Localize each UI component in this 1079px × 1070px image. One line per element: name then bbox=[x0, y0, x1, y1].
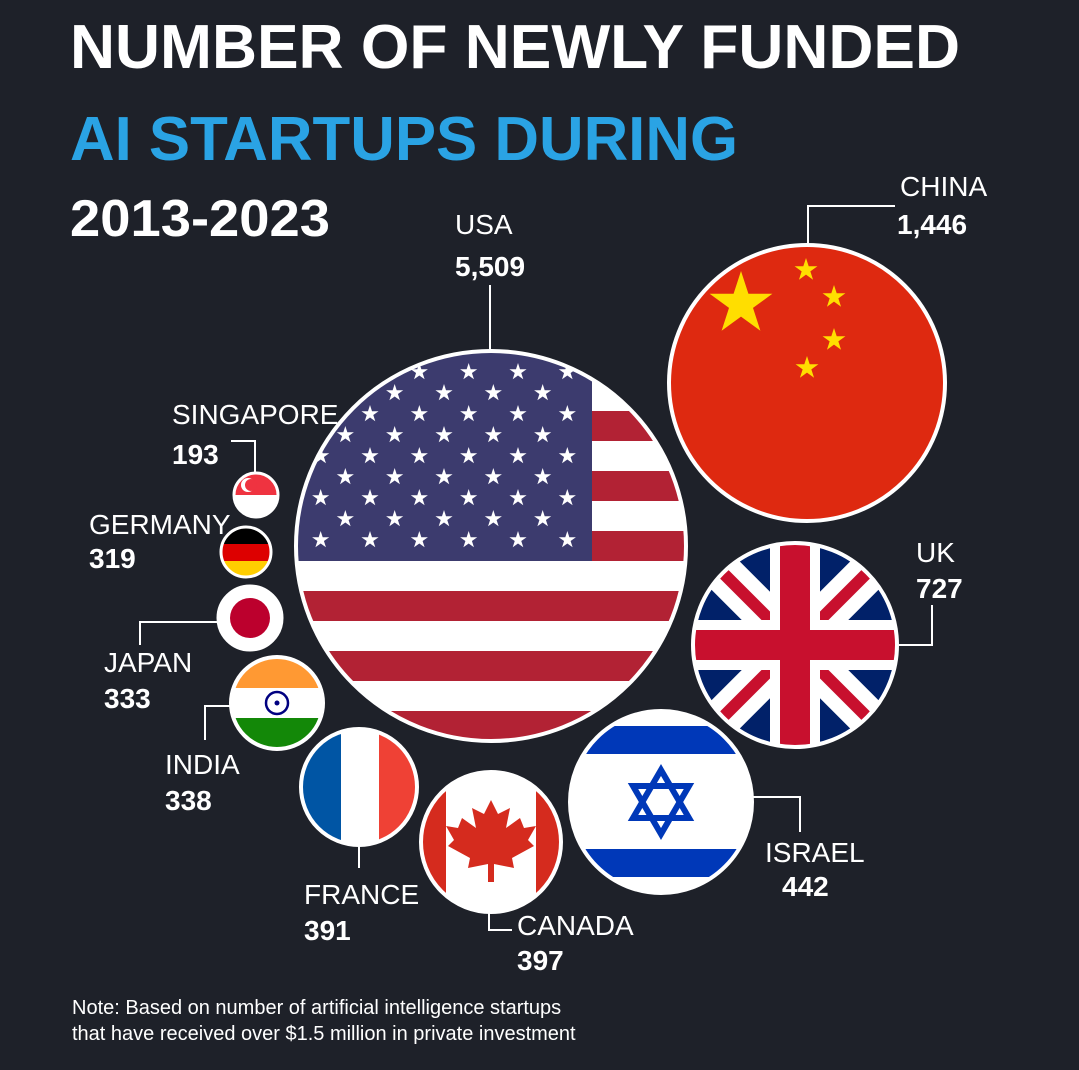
label-name-france: FRANCE bbox=[304, 879, 419, 910]
title-line-2: AI STARTUPS DURING bbox=[70, 105, 738, 174]
label-name-uk: UK bbox=[916, 537, 955, 568]
france-flag bbox=[299, 727, 419, 847]
israel-flag bbox=[568, 709, 754, 895]
note-line-1: Note: Based on number of artificial inte… bbox=[72, 997, 561, 1019]
japan-flag bbox=[216, 584, 284, 652]
israel-leader-line bbox=[752, 796, 801, 832]
label-name-india: INDIA bbox=[165, 749, 240, 780]
canada-flag bbox=[419, 770, 563, 914]
singapore-leader-line bbox=[231, 440, 256, 473]
india-leader-line bbox=[204, 705, 231, 740]
label-value-israel: 442 bbox=[782, 871, 829, 902]
label-value-uk: 727 bbox=[916, 573, 963, 604]
title-line-3: 2013-2023 bbox=[70, 190, 330, 248]
label-name-canada: CANADA bbox=[517, 910, 634, 941]
label-name-germany: GERMANY bbox=[89, 509, 231, 540]
canada-leader-line bbox=[488, 912, 512, 931]
singapore-flag bbox=[232, 471, 280, 519]
label-value-china: 1,446 bbox=[897, 209, 967, 240]
label-value-france: 391 bbox=[304, 915, 351, 946]
china-flag bbox=[667, 243, 947, 523]
germany-flag bbox=[219, 525, 273, 579]
note-line-2: that have received over $1.5 million in … bbox=[72, 1023, 576, 1045]
uk-leader-line bbox=[897, 605, 933, 646]
label-value-japan: 333 bbox=[104, 683, 151, 714]
label-name-singapore: SINGAPORE bbox=[172, 399, 338, 430]
china-leader-line bbox=[807, 205, 895, 245]
label-name-usa: USA bbox=[455, 209, 513, 240]
label-name-china: CHINA bbox=[900, 171, 987, 202]
label-value-singapore: 193 bbox=[172, 439, 219, 470]
usa-flag bbox=[294, 349, 688, 743]
label-name-japan: JAPAN bbox=[104, 647, 192, 678]
title-line-1: NUMBER OF NEWLY FUNDED bbox=[70, 13, 960, 82]
label-name-israel: ISRAEL bbox=[765, 837, 865, 868]
india-flag bbox=[229, 655, 325, 751]
label-value-canada: 397 bbox=[517, 945, 564, 976]
japan-leader-line bbox=[139, 621, 218, 645]
label-value-usa: 5,509 bbox=[455, 251, 525, 282]
uk-flag bbox=[691, 541, 899, 749]
label-value-germany: 319 bbox=[89, 543, 136, 574]
label-value-india: 338 bbox=[165, 785, 212, 816]
